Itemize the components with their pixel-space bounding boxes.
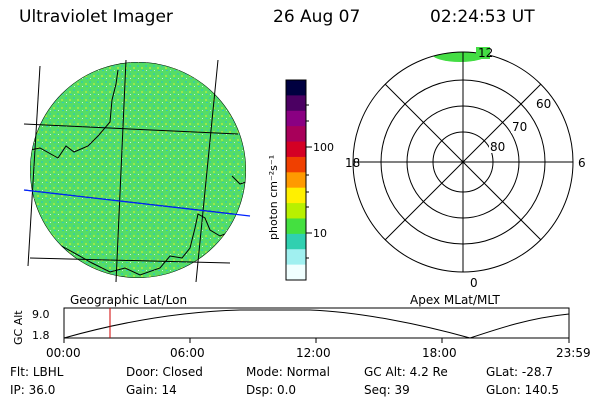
mlt-label-18: 18 — [345, 156, 360, 170]
colorbar: 100 10 photon cm⁻²s⁻¹ — [267, 79, 334, 281]
colorbar-unit-label: photon cm⁻²s⁻¹ — [267, 155, 280, 240]
status-glon: GLon: 140.5 — [486, 383, 559, 397]
polar-grid — [352, 51, 574, 273]
auroral-emission — [432, 52, 488, 62]
status-ip: IP: 36.0 — [10, 383, 56, 397]
x-tick-0600: 06:00 — [170, 346, 205, 360]
altitude-plot: 9.0 1.8 GC Alt 00:00 06:00 12:00 18:00 2… — [12, 307, 591, 360]
status-gc-alt: GC Alt: 4.2 Re — [364, 365, 448, 379]
latitude-line — [23, 123, 239, 135]
colorbar-swatch — [286, 80, 306, 96]
colorbar-swatch — [286, 172, 306, 189]
status-filter: Flt: LBHL — [10, 365, 64, 379]
status-gain: Gain: 14 — [126, 383, 177, 397]
x-tick-1800: 18:00 — [422, 346, 457, 360]
status-mode: Mode: Normal — [246, 365, 330, 379]
uvi-image-disc — [23, 59, 251, 283]
colorbar-swatch — [286, 203, 306, 219]
terminator-line — [23, 189, 251, 217]
mlt-label-0: 0 — [470, 276, 478, 290]
ring-label-80: 80 — [490, 140, 505, 154]
alt-tick-1.8: 1.8 — [32, 329, 50, 342]
colorbar-swatch — [286, 110, 306, 127]
x-tick-2359: 23:59 — [556, 346, 591, 360]
time-label: 02:24:53 UT — [430, 7, 535, 27]
longitude-line — [27, 65, 41, 267]
longitude-line — [195, 59, 219, 283]
x-tick-0000: 00:00 — [46, 346, 81, 360]
colorbar-swatch — [286, 233, 306, 250]
colorbar-swatch — [286, 218, 306, 235]
colorbar-tick-10: 10 — [313, 227, 327, 240]
ring-label-60: 60 — [536, 97, 551, 111]
date-label: 26 Aug 07 — [273, 7, 361, 27]
alt-ylabel: GC Alt — [12, 310, 25, 345]
colorbar-tick-100: 100 — [313, 141, 334, 154]
alt-tick-9: 9.0 — [32, 308, 50, 321]
x-tick-1200: 12:00 — [296, 346, 331, 360]
coastline — [231, 175, 246, 185]
colorbar-swatch — [286, 187, 306, 204]
longitude-line — [115, 59, 127, 283]
colorbar-swatch — [286, 141, 306, 158]
status-dsp: Dsp: 0.0 — [246, 383, 297, 397]
instrument-title: Ultraviolet Imager — [19, 7, 173, 27]
mlt-12-bg — [476, 47, 490, 59]
altitude-curve — [63, 309, 570, 339]
colorbar-swatch — [286, 264, 306, 281]
mlt-label-6: 6 — [578, 156, 586, 170]
mlt-label-12: 12 — [478, 46, 493, 60]
latitude-line — [29, 257, 231, 264]
colorbar-swatch — [286, 249, 306, 266]
status-door: Door: Closed — [126, 365, 203, 379]
status-seq: Seq: 39 — [364, 383, 410, 397]
status-glat: GLat: -28.7 — [486, 365, 553, 379]
coastline — [30, 69, 119, 159]
colorbar-swatch — [286, 156, 306, 173]
ring-label-70: 70 — [512, 120, 527, 134]
left-panel-caption: Geographic Lat/Lon — [70, 293, 187, 307]
polar-caption: Apex MLat/MLT — [410, 293, 500, 307]
colorbar-swatch — [286, 95, 306, 112]
colorbar-swatch — [286, 126, 306, 143]
